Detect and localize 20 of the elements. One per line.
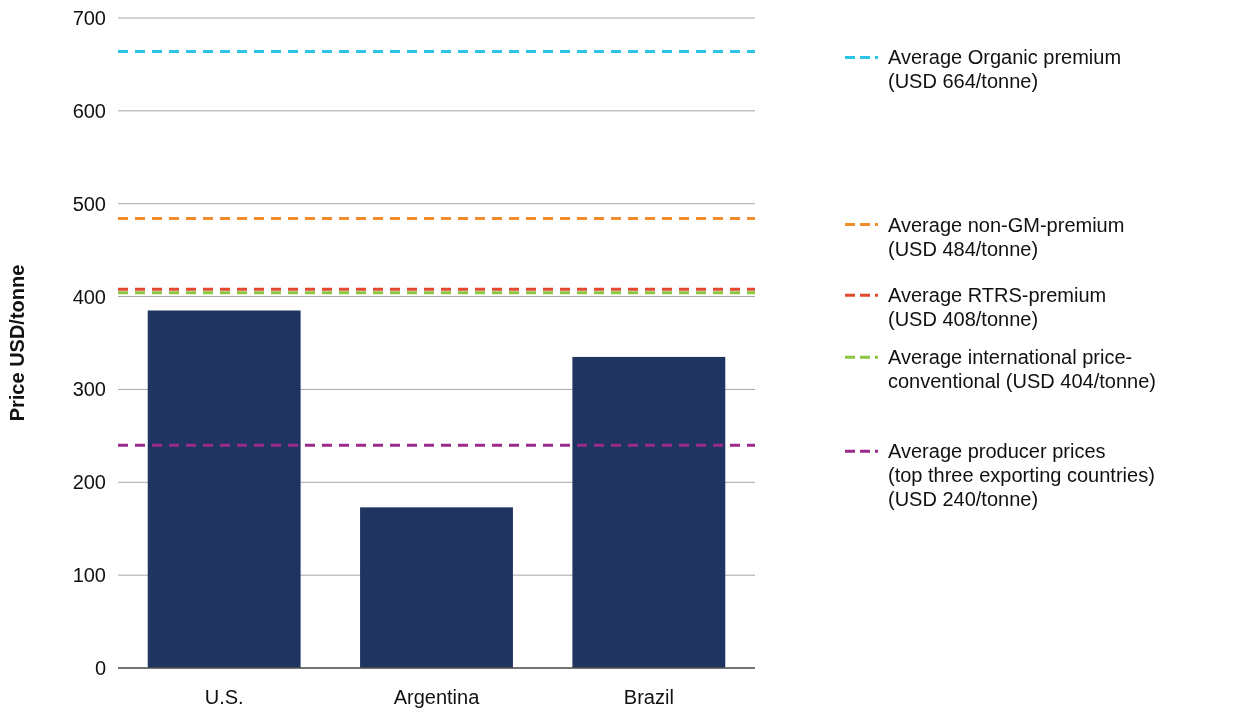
x-tick-label: Argentina: [393, 686, 481, 708]
legend-label: Average Organic premium (USD 664/tonne): [888, 46, 1122, 93]
bar: [360, 507, 513, 668]
x-tick-label: Brazil: [623, 686, 674, 708]
y-tick-label: 0: [94, 657, 106, 679]
legend-label: Average non-GM-premium (USD 484/tonne): [888, 213, 1125, 260]
y-tick-label: 500: [72, 192, 106, 215]
y-tick-label: 700: [72, 7, 106, 29]
y-tick-label: 200: [72, 471, 106, 494]
bar: [572, 356, 726, 668]
y-tick-label: 400: [72, 285, 106, 308]
legend-label: Average international price- conventional (USD 404/tonne): [888, 346, 1156, 393]
y-tick-label: 600: [72, 99, 106, 122]
x-tick-label: U.S.: [204, 686, 244, 708]
y-tick-label: 100: [72, 564, 106, 587]
y-axis-title: Price USD/tonne: [6, 264, 28, 422]
legend-label: Average producer prices (top three exporting countries) (USD 240/tonne): [888, 440, 1155, 511]
bar: [147, 310, 301, 668]
legend-label: Average RTRS-premium (USD 408/tonne): [888, 284, 1107, 331]
y-tick-label: 300: [72, 378, 106, 401]
